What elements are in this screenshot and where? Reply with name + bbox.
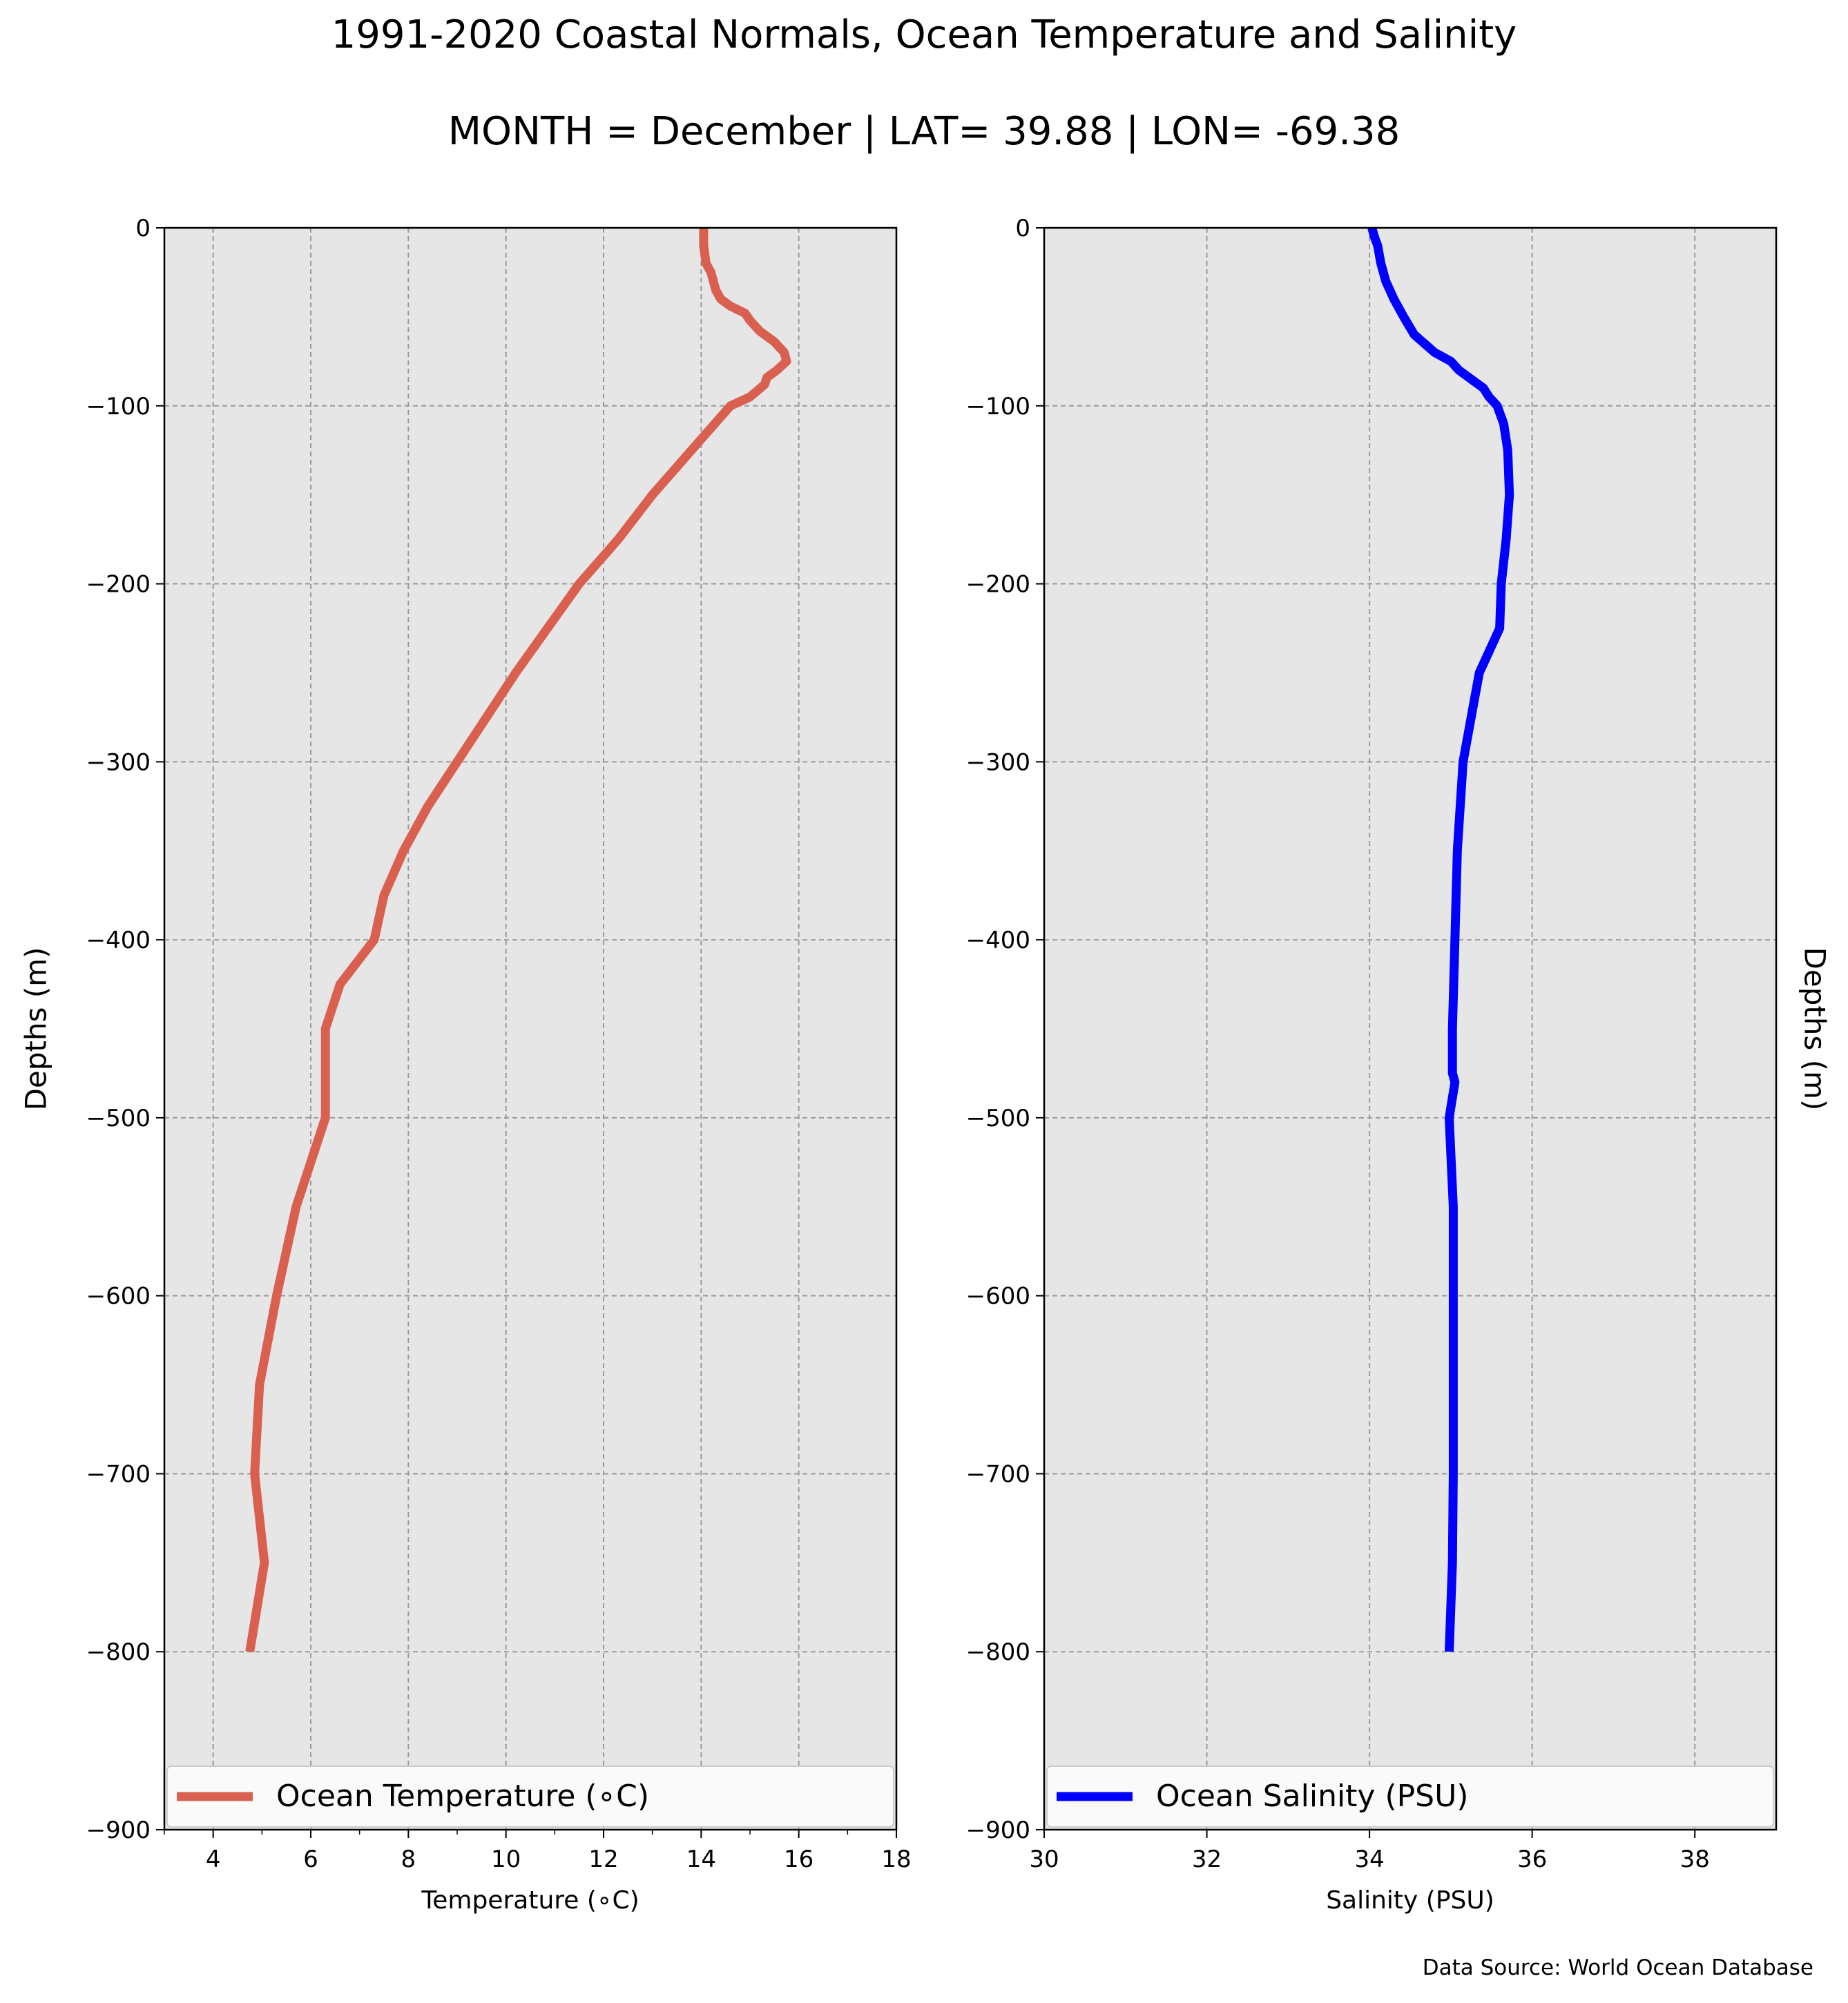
- x-tick-label: 4: [206, 1846, 221, 1873]
- x-axis-label: Temperature (∘C): [421, 1886, 639, 1915]
- x-tick-label: 30: [1029, 1846, 1059, 1873]
- x-tick-label: 10: [491, 1846, 521, 1873]
- y-tick-label: −700: [966, 1460, 1030, 1488]
- x-tick-label: 32: [1192, 1846, 1222, 1873]
- y-tick-label: −700: [86, 1460, 151, 1488]
- x-tick-label: 8: [401, 1846, 416, 1873]
- axes-frame: [163, 226, 898, 1831]
- y-tick-label: −900: [966, 1817, 1030, 1844]
- y-tick-label: −300: [86, 748, 151, 776]
- y-tick-label: −400: [966, 927, 1030, 954]
- plot-area: [1044, 228, 1776, 1830]
- y-tick-label: 0: [1015, 215, 1030, 242]
- data-source-note: Data Source: World Ocean Database: [1422, 1955, 1813, 1980]
- x-tick-label: 16: [784, 1846, 814, 1873]
- y-tick-label: −900: [86, 1817, 151, 1844]
- temperature-panel: 4 6 8 10 12 14 16 18 0 −100 −200 −300 −400 −500 −600 −7…: [19, 215, 912, 1915]
- y-tick-label: −500: [966, 1105, 1030, 1132]
- series-line: [1367, 226, 1514, 1652]
- y-tick-label: −200: [86, 571, 151, 599]
- y-tick-label: 0: [135, 215, 151, 242]
- x-tick-label: 18: [881, 1846, 911, 1873]
- y-tick-label: −800: [966, 1638, 1030, 1666]
- x-tick-label: 12: [588, 1846, 618, 1873]
- x-tick-label: 34: [1354, 1846, 1384, 1873]
- y-axis-label: Depths (m): [1798, 947, 1832, 1111]
- chart-title: 1991-2020 Coastal Normals, Ocean Tempera…: [331, 12, 1517, 57]
- legend-label: Ocean Temperature (∘C): [276, 1779, 649, 1814]
- x-tick-label: 6: [303, 1846, 318, 1873]
- legend: Ocean Salinity (PSU): [1046, 1765, 1774, 1828]
- x-axis-label: Salinity (PSU): [1326, 1886, 1494, 1915]
- y-tick-label: −300: [966, 748, 1030, 776]
- y-tick-label: −100: [86, 393, 151, 420]
- legend-box: [166, 1765, 894, 1828]
- x-tick-label: 14: [686, 1846, 716, 1873]
- x-tick-label: 36: [1517, 1846, 1547, 1873]
- y-tick-label: −200: [966, 571, 1030, 599]
- axes-frame: [1043, 226, 1778, 1831]
- y-tick-label: −100: [966, 393, 1030, 420]
- y-tick-label: −500: [86, 1105, 151, 1132]
- legend: Ocean Temperature (∘C): [166, 1765, 894, 1828]
- legend-label: Ocean Salinity (PSU): [1156, 1779, 1468, 1814]
- series-line: [245, 228, 791, 1653]
- plot-area: [164, 228, 896, 1830]
- y-tick-label: −400: [86, 927, 151, 954]
- y-axis-label: Depths (m): [19, 947, 53, 1111]
- x-tick-label: 38: [1680, 1846, 1710, 1873]
- y-tick-label: −800: [86, 1638, 151, 1666]
- salinity-panel: 30 32 34 36 38 0 −100 −200 −300 −400 −500 −600 −700 −…: [966, 215, 1832, 1915]
- legend-box: [1046, 1765, 1774, 1828]
- y-tick-label: −600: [86, 1283, 151, 1310]
- y-tick-label: −600: [966, 1283, 1030, 1310]
- chart-subtitle: MONTH = December | LAT= 39.88 | LON= -69…: [447, 109, 1401, 154]
